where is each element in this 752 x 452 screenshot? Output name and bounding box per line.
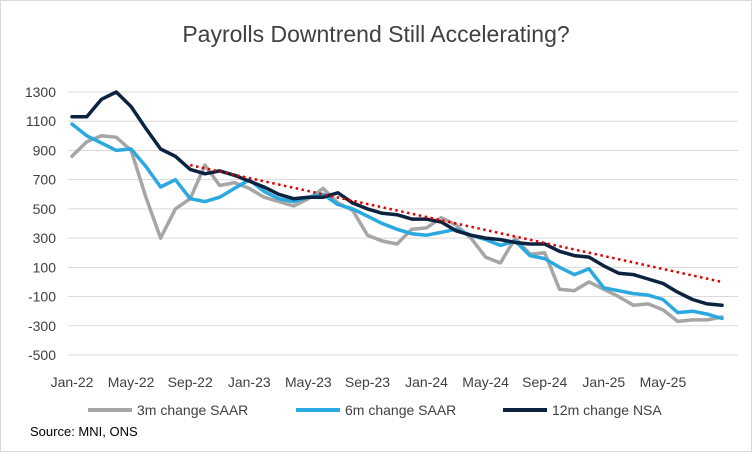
x-tick-label: May-24 xyxy=(462,374,509,390)
legend: 3m change SAAR 6m change SAAR 12m change N… xyxy=(88,402,662,418)
y-tick-label: 500 xyxy=(33,201,57,217)
source-note: Source: MNI, ONS xyxy=(30,424,138,439)
12m-change-nsa-line xyxy=(70,90,724,308)
x-tick-label: Sep-22 xyxy=(168,374,213,390)
x-tick-label: May-25 xyxy=(640,374,687,390)
y-tick-label: -100 xyxy=(28,289,56,305)
x-tick-label: May-22 xyxy=(108,374,155,390)
y-tick-label: -500 xyxy=(28,347,56,363)
legend-label: 3m change SAAR xyxy=(137,402,248,418)
y-tick-label: 700 xyxy=(33,172,57,188)
y-tick-label: 300 xyxy=(33,230,57,246)
y-tick-label: 900 xyxy=(33,142,57,158)
legend-label: 6m change SAAR xyxy=(345,402,456,418)
y-tick-label: 100 xyxy=(33,259,57,275)
3m-change-saar-line xyxy=(70,134,724,324)
x-tick-label: Jan-24 xyxy=(405,374,448,390)
y-tick-label: 1300 xyxy=(25,84,56,100)
x-tick-label: Sep-23 xyxy=(345,374,390,390)
6m-change-saar-line xyxy=(70,122,724,321)
y-axis-ticks: 1300 1100 900 700 500 300 100 -100 -300 -500 xyxy=(25,84,56,363)
gridlines xyxy=(68,91,738,356)
x-tick-label: May-23 xyxy=(285,374,332,390)
x-tick-label: Sep-24 xyxy=(522,374,567,390)
trend-line xyxy=(189,163,723,284)
x-tick-label: Jan-22 xyxy=(51,374,94,390)
x-tick-label: Jan-25 xyxy=(582,374,625,390)
x-axis-ticks: Jan-22 May-22 Sep-22 Jan-23 May-23 Sep-23 Jan-… xyxy=(51,374,687,390)
chart-title: Payrolls Downtrend Still Accelerating? xyxy=(182,21,569,47)
y-tick-label: -300 xyxy=(28,318,56,334)
legend-label: 12m change NSA xyxy=(552,402,662,418)
series-group xyxy=(70,90,724,324)
y-tick-label: 1100 xyxy=(26,113,56,129)
x-tick-label: Jan-23 xyxy=(228,374,271,390)
